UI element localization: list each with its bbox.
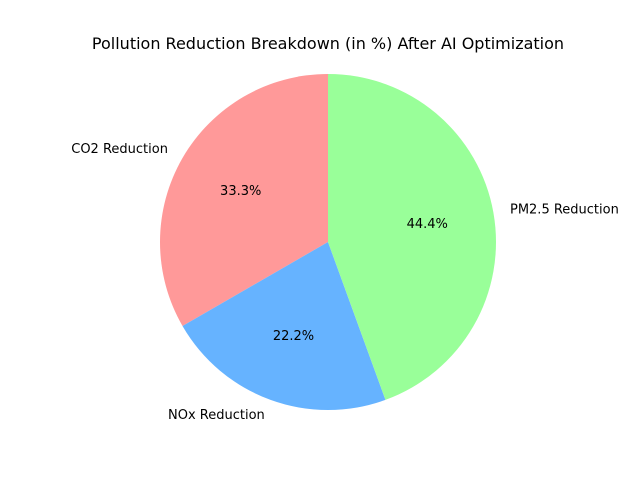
pie-percent-label: 44.4% bbox=[407, 217, 448, 232]
chart-title: Pollution Reduction Breakdown (in %) Aft… bbox=[92, 34, 564, 53]
pie-category-label: NOx Reduction bbox=[168, 408, 265, 423]
pie-slice-co2-reduction bbox=[160, 74, 328, 326]
pie-category-label: CO2 Reduction bbox=[71, 142, 168, 157]
pie-labels: 33.3% CO2 Reduction 22.2% NOx Reduction 44.4… bbox=[71, 142, 619, 423]
pie-percent-label: 33.3% bbox=[220, 184, 261, 199]
pie-slice-pm2-5-reduction bbox=[328, 74, 496, 400]
pie-percent-label: 22.2% bbox=[273, 329, 314, 344]
pie-slice-nox-reduction bbox=[182, 242, 386, 410]
pie-category-label: PM2.5 Reduction bbox=[510, 202, 619, 217]
pie-slices bbox=[160, 74, 496, 410]
